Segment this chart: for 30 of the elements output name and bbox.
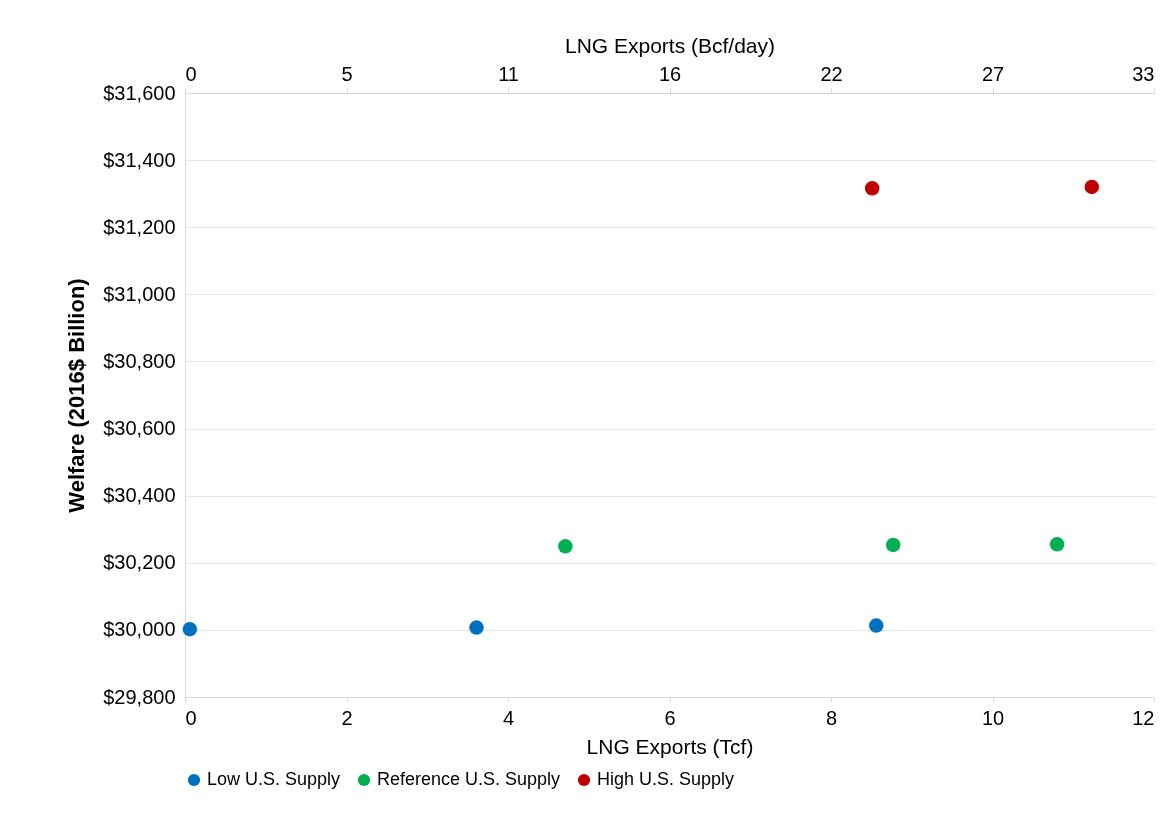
legend-label: Low U.S. Supply bbox=[207, 769, 341, 789]
y-tick-label: $31,600 bbox=[103, 81, 176, 104]
x-tick-label: 4 bbox=[502, 706, 515, 729]
y-tick-label: $30,400 bbox=[103, 484, 176, 507]
x-tick-label: 0 bbox=[185, 706, 197, 729]
y-tick-label: $31,200 bbox=[103, 215, 176, 238]
y-tick-label: $30,600 bbox=[103, 417, 176, 440]
y-tick-label: $30,000 bbox=[103, 618, 176, 641]
x2-tick-label: 11 bbox=[498, 62, 519, 85]
y-tick-label: $31,000 bbox=[103, 282, 176, 305]
x-tick-label: 10 bbox=[981, 706, 1005, 729]
x2-axis-title: LNG Exports (Bcf/day) bbox=[564, 33, 776, 57]
x2-tick-label: 22 bbox=[820, 62, 843, 85]
x-tick-label: 8 bbox=[825, 706, 838, 729]
x-tick-label: 12 bbox=[1132, 706, 1155, 729]
x2-tick-label: 5 bbox=[341, 62, 353, 85]
x2-tick-label: 33 bbox=[1132, 62, 1155, 85]
x-tick-label: 2 bbox=[341, 706, 353, 729]
y-axis-title: Welfare (2016$ Billion) bbox=[64, 278, 90, 513]
y-tick-label: $30,200 bbox=[103, 551, 176, 574]
legend-label: High U.S. Supply bbox=[597, 769, 735, 789]
x-tick-label: 6 bbox=[664, 706, 676, 729]
legend-label: Reference U.S. Supply bbox=[377, 769, 561, 789]
y-tick-label: $29,800 bbox=[103, 685, 176, 708]
x2-tick-label: 27 bbox=[981, 62, 1005, 85]
y-tick-label: $31,400 bbox=[103, 148, 176, 171]
x-axis-title: LNG Exports (Tcf) bbox=[586, 734, 754, 758]
y-tick-label: $30,800 bbox=[103, 349, 176, 372]
x2-tick-label: 16 bbox=[658, 62, 682, 85]
x2-tick-label: 0 bbox=[185, 62, 197, 85]
